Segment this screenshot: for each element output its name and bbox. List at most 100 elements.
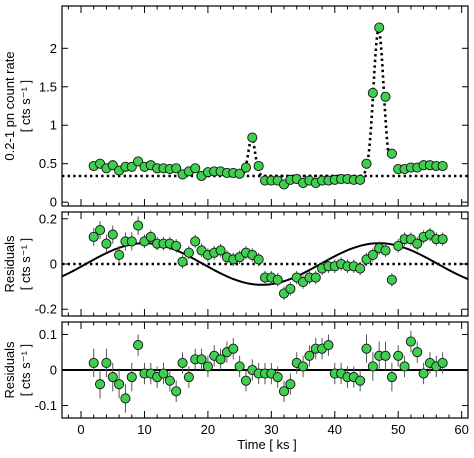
data-point xyxy=(133,156,144,167)
data-point xyxy=(126,161,137,172)
data-point xyxy=(95,379,106,390)
y-tick-label: 0 xyxy=(50,195,57,210)
data-point xyxy=(304,350,315,361)
data-point xyxy=(190,163,201,174)
data-point xyxy=(145,231,156,242)
data-point xyxy=(228,343,239,354)
y-axis-label-res2: Residuals xyxy=(2,341,17,399)
x-tick-label: 10 xyxy=(137,422,151,437)
data-point xyxy=(234,168,245,179)
data-point xyxy=(133,340,144,351)
data-point xyxy=(126,372,137,383)
data-point xyxy=(114,249,125,261)
data-point xyxy=(107,229,118,240)
data-point xyxy=(367,87,378,98)
y-axis-label-res1: Residuals xyxy=(2,235,17,293)
x-tick-label: 50 xyxy=(391,422,405,437)
data-point xyxy=(171,163,182,174)
data-point xyxy=(310,272,321,283)
data-point xyxy=(177,256,188,267)
data-point xyxy=(215,245,226,256)
data-point xyxy=(437,234,448,245)
data-point xyxy=(183,247,194,258)
data-point xyxy=(240,375,252,386)
data-point xyxy=(164,375,175,386)
data-point xyxy=(380,91,391,102)
data-point xyxy=(95,225,106,236)
data-point xyxy=(355,375,366,386)
data-point xyxy=(298,361,309,372)
y-axis-unit-res1: [ cts s⁻¹ ] xyxy=(18,238,33,290)
data-point xyxy=(247,132,258,143)
data-point xyxy=(215,354,226,365)
data-point xyxy=(190,236,201,247)
data-point xyxy=(412,238,423,249)
data-point xyxy=(114,379,125,390)
x-tick-label: 0 xyxy=(77,422,84,437)
data-point xyxy=(158,368,169,379)
data-point xyxy=(126,236,137,247)
data-point xyxy=(285,379,296,390)
data-point xyxy=(367,249,378,261)
data-point xyxy=(361,343,372,354)
y-axis-unit-rate: [ cts s⁻¹ ] xyxy=(18,80,33,132)
x-axis-label: Time [ ks ] xyxy=(237,437,296,452)
panel-frame-rate xyxy=(61,5,469,207)
data-point xyxy=(355,174,366,185)
y-tick-label: 0.5 xyxy=(39,156,57,171)
flare-model-line xyxy=(242,27,390,178)
data-point xyxy=(101,357,112,368)
data-point xyxy=(386,372,397,383)
x-tick-label: 30 xyxy=(264,422,278,437)
data-point xyxy=(437,160,448,172)
y-tick-label: 0.1 xyxy=(39,327,57,342)
data-point xyxy=(272,372,283,383)
x-tick-label: 60 xyxy=(454,422,468,437)
data-point xyxy=(380,245,391,256)
data-point xyxy=(253,254,264,265)
y-tick-label: 0 xyxy=(50,257,57,272)
data-point xyxy=(386,274,397,285)
data-point xyxy=(323,340,334,351)
data-point xyxy=(418,368,429,379)
y-tick-label: 0.2 xyxy=(39,211,57,226)
data-point xyxy=(253,160,264,172)
y-tick-label: 0 xyxy=(50,363,57,378)
data-point xyxy=(361,158,372,169)
y-tick-label: -0.1 xyxy=(35,398,57,413)
data-point xyxy=(285,283,296,294)
data-point xyxy=(412,347,423,358)
data-point xyxy=(272,274,283,285)
data-point xyxy=(88,231,99,242)
data-point xyxy=(101,238,112,249)
data-point xyxy=(171,240,182,251)
data-point xyxy=(177,357,188,368)
data-point xyxy=(386,148,397,159)
data-point xyxy=(196,354,207,365)
data-point xyxy=(171,386,182,397)
data-point xyxy=(107,160,118,171)
data-point xyxy=(183,372,194,383)
data-point xyxy=(355,263,366,274)
data-point xyxy=(133,220,144,231)
data-point xyxy=(234,361,245,372)
y-tick-label: 2 xyxy=(50,41,57,56)
data-point xyxy=(367,361,378,372)
data-point xyxy=(107,372,118,383)
data-point xyxy=(405,336,416,347)
data-point xyxy=(437,357,448,368)
data-point xyxy=(393,350,404,361)
y-tick-label: -0.2 xyxy=(35,302,57,317)
panel-res1: -0.2 0 0.2 Residuals[ cts s⁻¹ ] xyxy=(2,211,469,317)
y-axis-unit-res2: [ cts s⁻¹ ] xyxy=(18,344,33,396)
panel-rate: 0 0.5 1 1.5 2 0.2-1 pn count rate[ cts s⁻¹ ] xyxy=(2,5,469,210)
data-point xyxy=(88,357,99,368)
data-point xyxy=(380,350,391,361)
data-point xyxy=(240,162,252,173)
panel-res2: -0.1 0 0.1 Residuals[ cts s⁻¹ ] 0 10 20 30 40 50 6… xyxy=(2,321,469,437)
data-point xyxy=(278,386,290,397)
y-axis-label-rate: 0.2-1 pn count rate xyxy=(2,51,17,160)
data-point xyxy=(393,240,404,251)
data-point xyxy=(399,361,410,372)
